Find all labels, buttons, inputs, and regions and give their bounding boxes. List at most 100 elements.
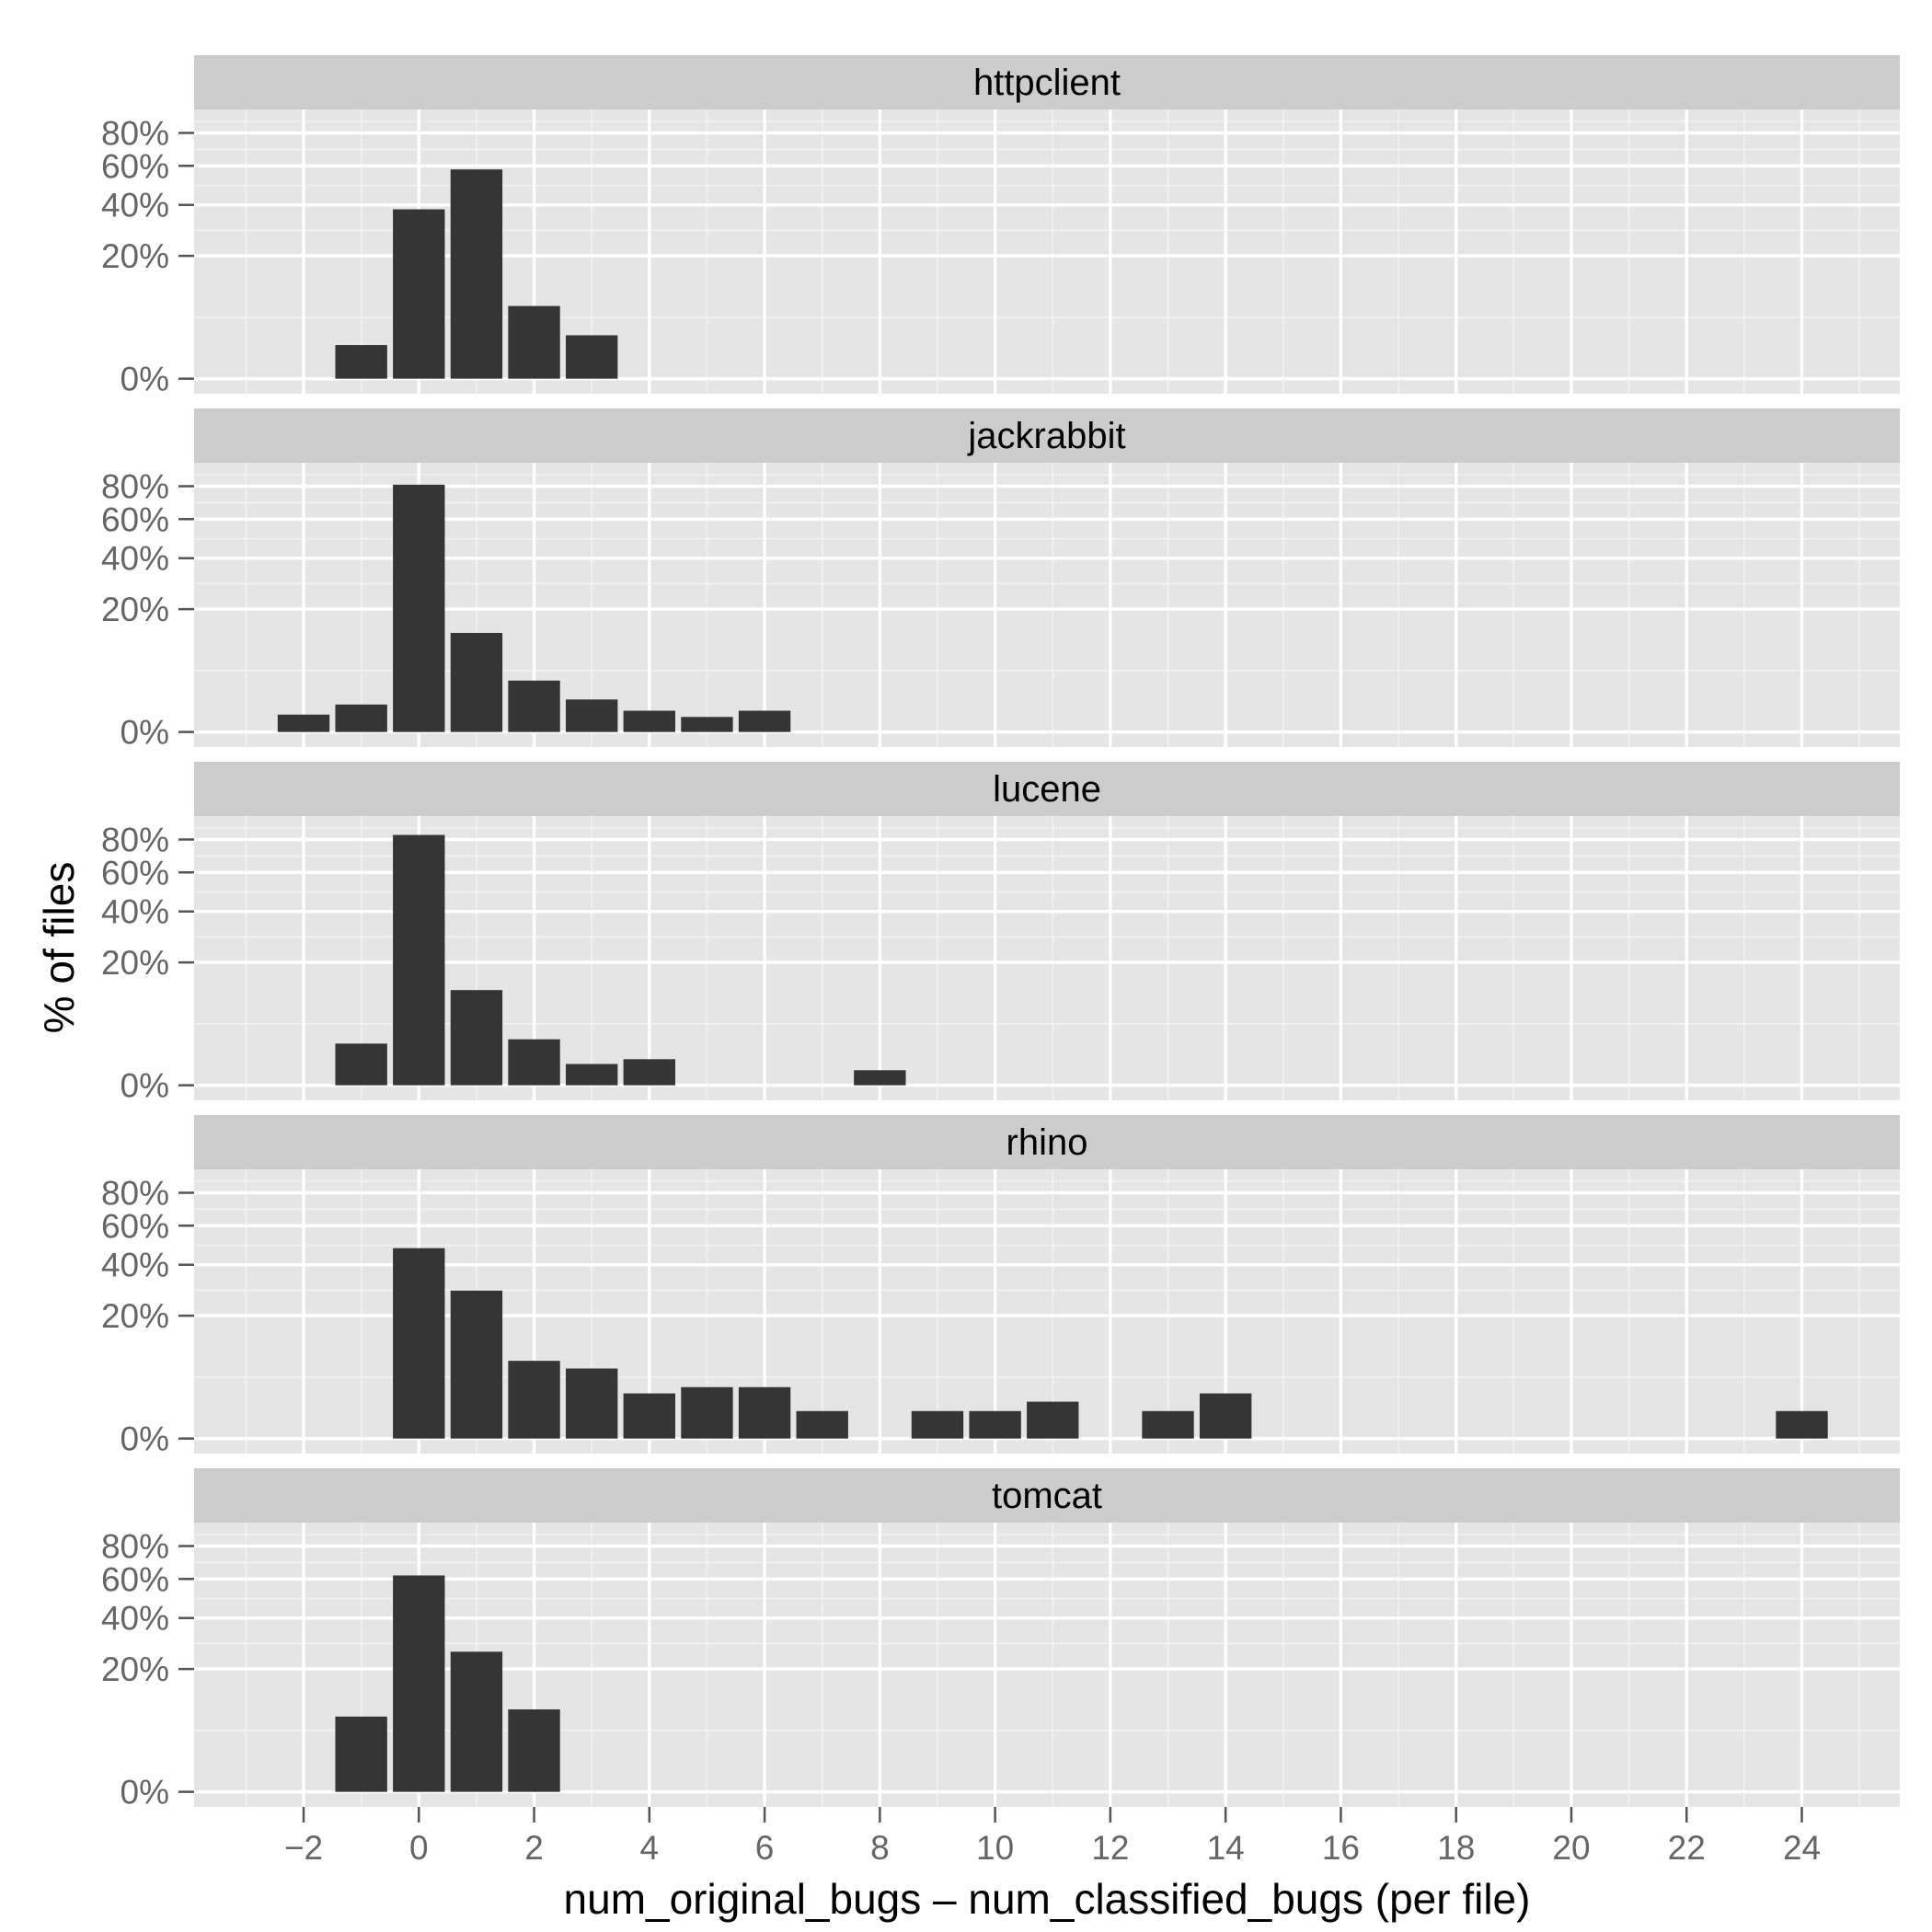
- bar: [738, 1386, 791, 1439]
- x-tick-label: 14: [1207, 1829, 1245, 1867]
- x-axis-title: num_original_bugs – num_classified_bugs …: [564, 1875, 1531, 1923]
- bar: [796, 1410, 848, 1439]
- bar: [623, 1059, 676, 1086]
- facet-panel-rhino: rhino 0% 20% 40%60%80%: [101, 1115, 1900, 1458]
- bar: [335, 704, 387, 732]
- facet-title: tomcat: [992, 1476, 1102, 1516]
- bar: [393, 1248, 445, 1439]
- y-tick-label: 20%: [101, 591, 169, 628]
- y-tick-label: 60%: [101, 854, 169, 891]
- bar: [1776, 1410, 1828, 1439]
- y-tick-label: 80%: [101, 114, 169, 152]
- y-tick-label: 60%: [101, 1560, 169, 1598]
- x-tick-label: 24: [1783, 1829, 1821, 1867]
- bar: [335, 1043, 387, 1086]
- bar: [508, 1039, 560, 1086]
- bar: [450, 1290, 503, 1439]
- bar: [450, 632, 503, 732]
- bar: [393, 834, 445, 1086]
- x-axis: −2 0 2 4 6 8 10 12 14 16 18 20 22 24: [284, 1807, 1821, 1867]
- y-tick-label: 40%: [101, 187, 169, 224]
- panel-background: [194, 1523, 1900, 1807]
- x-tick-label: 12: [1091, 1829, 1129, 1867]
- x-tick-label: 22: [1668, 1829, 1706, 1867]
- bar: [335, 345, 387, 379]
- bar: [335, 1716, 387, 1792]
- bar: [508, 1709, 560, 1792]
- x-tick-label: 18: [1437, 1829, 1475, 1867]
- y-tick-label: 40%: [101, 1247, 169, 1284]
- facet-panel-httpclient: httpclient 0% 20% 40%60%80%: [101, 55, 1900, 398]
- y-tick-label: 60%: [101, 500, 169, 538]
- y-tick-label: 0%: [121, 1067, 169, 1105]
- bar: [450, 169, 503, 379]
- facet-title: jackrabbit: [967, 416, 1125, 456]
- panel-background: [194, 463, 1900, 747]
- facet-strip: [194, 762, 1900, 816]
- bar: [565, 1064, 618, 1086]
- facet-strip: [194, 1115, 1900, 1169]
- y-tick-label: 20%: [101, 944, 169, 982]
- bar: [681, 717, 733, 732]
- bar: [450, 1651, 503, 1792]
- bar: [508, 305, 560, 379]
- y-tick-label: 20%: [101, 1297, 169, 1335]
- bar: [969, 1410, 1021, 1439]
- facet-title: httpclient: [973, 63, 1121, 103]
- bar: [623, 710, 676, 732]
- y-tick-label: 80%: [101, 1174, 169, 1212]
- bar: [911, 1410, 964, 1439]
- bar: [854, 1070, 906, 1086]
- y-tick-label: 80%: [101, 467, 169, 505]
- bar: [681, 1386, 733, 1439]
- bar: [393, 484, 445, 732]
- x-tick-label: 0: [409, 1829, 429, 1867]
- y-axis-title: % of files: [35, 862, 83, 1034]
- y-tick-label: 40%: [101, 893, 169, 931]
- facet-panel-jackrabbit: jackrabbit 0% 20% 40%60%80%: [101, 408, 1900, 752]
- x-tick-label: 16: [1322, 1829, 1360, 1867]
- facet-strip: [194, 408, 1900, 463]
- bar: [565, 335, 618, 379]
- x-tick-label: 20: [1552, 1829, 1590, 1867]
- y-tick-label: 20%: [101, 237, 169, 275]
- facet-panel-tomcat: tomcat 0% 20% 40%60%80%: [101, 1468, 1900, 1811]
- facet-panel-lucene: lucene 0% 20% 40%60%80%: [101, 762, 1900, 1105]
- bar: [508, 680, 560, 732]
- y-tick-label: 0%: [121, 714, 169, 752]
- bar: [393, 1575, 445, 1792]
- y-tick-label: 60%: [101, 147, 169, 185]
- y-tick-label: 20%: [101, 1650, 169, 1688]
- bar: [277, 714, 330, 732]
- bar: [565, 1368, 618, 1439]
- bar: [623, 1393, 676, 1439]
- y-tick-label: 80%: [101, 821, 169, 858]
- bar: [450, 990, 503, 1086]
- panel-background: [194, 816, 1900, 1100]
- x-tick-label: 8: [870, 1829, 890, 1867]
- facet-title: lucene: [993, 769, 1101, 810]
- bar: [1027, 1401, 1079, 1439]
- facet-strip: [194, 1468, 1900, 1523]
- facet-title: rhino: [1006, 1122, 1088, 1163]
- bar: [508, 1361, 560, 1439]
- bar: [738, 710, 791, 732]
- x-tick-label: 10: [976, 1829, 1014, 1867]
- bar: [1199, 1393, 1252, 1439]
- bar: [565, 699, 618, 732]
- bar: [393, 209, 445, 379]
- bar: [1142, 1410, 1194, 1439]
- x-tick-label: 6: [755, 1829, 775, 1867]
- x-tick-label: 4: [640, 1829, 660, 1867]
- y-tick-label: 40%: [101, 540, 169, 578]
- y-tick-label: 0%: [121, 1774, 169, 1811]
- panel-background: [194, 109, 1900, 394]
- y-tick-label: 60%: [101, 1207, 169, 1245]
- facet-strip: [194, 55, 1900, 109]
- y-tick-label: 40%: [101, 1600, 169, 1638]
- y-tick-label: 80%: [101, 1527, 169, 1565]
- facet-panels: httpclient0%20%40%60%80%jackrabbit0%20%4…: [101, 55, 1900, 1811]
- y-tick-label: 0%: [121, 1420, 169, 1458]
- y-tick-label: 0%: [121, 361, 169, 398]
